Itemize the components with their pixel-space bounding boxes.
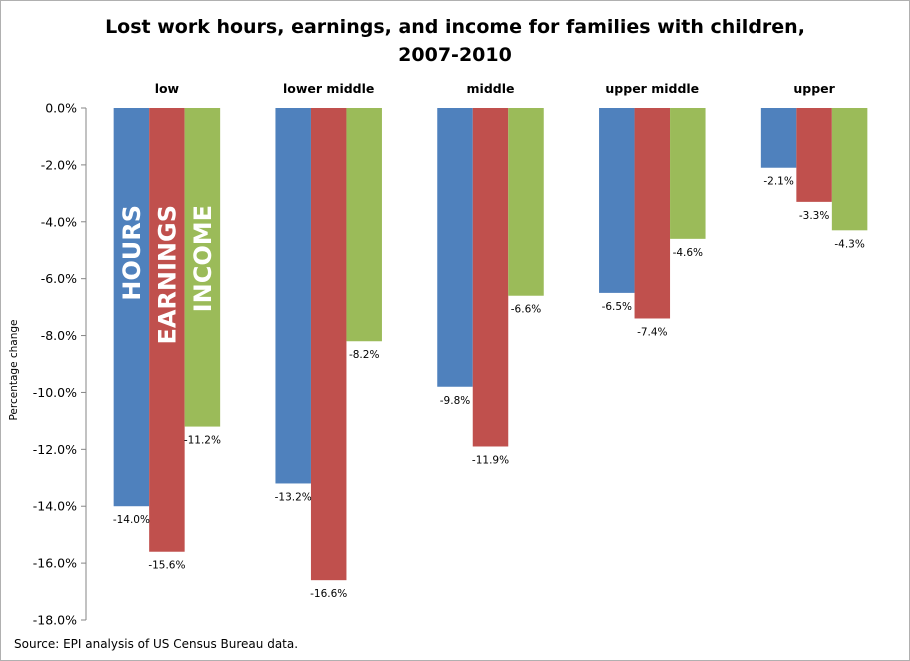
bar [670,108,706,239]
bar [634,108,671,319]
series-labels: HOURS EARNINGS INCOME [118,205,217,345]
bar [508,108,544,296]
data-label: -3.3% [799,210,829,222]
bar [599,108,635,293]
series-label-inbar: EARNINGS [153,205,181,345]
y-tick-label: -16.0% [33,556,77,571]
y-tick-label: 0.0% [45,101,77,116]
data-label: -6.5% [602,301,632,313]
category-labels: low lower middle middle upper middle upper [155,81,836,96]
bar [275,108,311,484]
data-label: -8.2% [349,349,379,361]
y-tick-label: -18.0% [33,613,77,628]
bar [760,108,797,168]
category-label: lower middle [283,81,374,96]
bar [346,108,382,342]
data-label: -7.4% [637,326,667,338]
bar [796,108,832,202]
data-label: -11.2% [184,435,221,447]
data-label: -4.3% [834,238,864,250]
y-tick-label: -8.0% [41,328,77,343]
data-label: -9.8% [440,395,470,407]
y-tick-label: -4.0% [41,214,77,229]
y-tick-label: -2.0% [41,157,77,172]
data-label: -16.6% [310,588,347,600]
data-label: -13.2% [275,491,312,503]
bar [472,108,509,447]
bar [113,108,150,507]
data-label: -14.0% [113,514,150,526]
bar [149,108,185,552]
category-label: low [155,81,180,96]
source-note: Source: EPI analysis of US Census Bureau… [14,637,298,651]
series-label-inbar: HOURS [118,205,146,301]
data-label: -11.9% [472,454,509,466]
y-tick-label: -6.0% [41,271,77,286]
data-labels: -14.0% -15.6% -11.2% -13.2% -16.6% -8.2% -9.8%… [113,176,865,600]
category-label: upper middle [605,81,699,96]
category-label: upper [793,81,835,96]
bar [831,108,868,231]
chart-title-line1: Lost work hours, earnings, and income fo… [105,16,805,38]
bar [310,108,347,581]
bar [437,108,473,387]
data-label: -2.1% [763,176,793,188]
data-label: -4.6% [673,247,703,259]
y-tick-label: -14.0% [33,499,77,514]
data-label: -6.6% [511,304,541,316]
y-tick-label: -10.0% [33,385,77,400]
bar [184,108,221,427]
y-axis-label: Percentage change [8,319,20,420]
y-axis: 0.0% -2.0% -4.0% -6.0% -8.0% -10.0% -12.0% -14.… [33,101,87,628]
series-label-inbar: INCOME [189,205,217,312]
data-label: -15.6% [148,560,185,572]
chart-title-line2: 2007-2010 [398,44,512,66]
y-tick-label: -12.0% [33,442,77,457]
category-label: middle [467,81,515,96]
bars [113,108,868,581]
